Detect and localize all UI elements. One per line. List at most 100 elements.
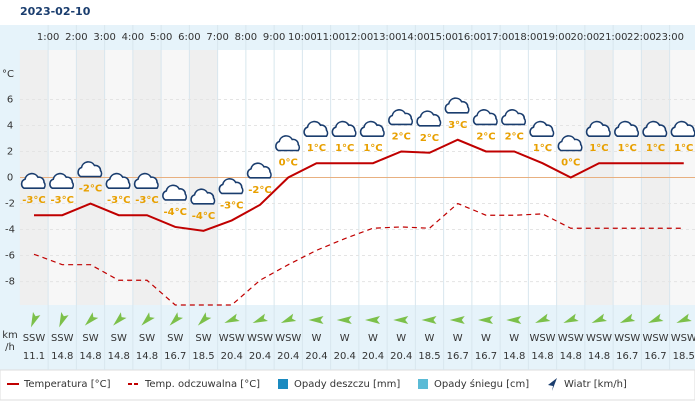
temp-label: 2°C xyxy=(392,131,411,142)
weather-icon xyxy=(501,109,527,126)
cloud xyxy=(416,110,442,127)
hour-label: 3:00 xyxy=(93,32,115,43)
temp-label: 1°C xyxy=(363,143,382,154)
temp-label: -4°C xyxy=(192,211,215,222)
y-tick-label: -8 xyxy=(5,277,15,288)
wind-arrow xyxy=(197,312,212,326)
wind-speed: 14.8 xyxy=(588,351,610,362)
wind-dir: WSW xyxy=(614,333,640,344)
cloud xyxy=(162,184,188,201)
wind-speed: 14.8 xyxy=(560,351,582,362)
arrow xyxy=(619,313,636,324)
wind-arrow xyxy=(591,313,607,324)
wind-arrow xyxy=(308,316,324,324)
weather-icon xyxy=(670,120,695,137)
weather-icon xyxy=(190,188,216,205)
legend-label: Temperatura [°C] xyxy=(23,379,111,390)
wind-dir: W xyxy=(425,333,435,344)
temp-line xyxy=(34,138,684,232)
wind-arrow xyxy=(365,316,380,324)
wind-dir: SSW xyxy=(23,333,46,344)
weather-icon xyxy=(642,120,668,137)
wind-speed: 20.4 xyxy=(362,351,384,362)
wind-arrow xyxy=(421,316,437,324)
wind-arrow xyxy=(141,312,155,326)
y-tick-label: 6 xyxy=(7,94,13,105)
cloud xyxy=(133,172,159,190)
wind-arrow xyxy=(169,312,184,326)
temp-label: -4°C xyxy=(164,207,187,218)
wind-dir: W xyxy=(396,333,406,344)
hour-label: 14:00 xyxy=(401,32,430,43)
legend-label: Wiatr [km/h] xyxy=(564,379,627,390)
y-tick-label: -4 xyxy=(5,225,15,236)
temp-line xyxy=(33,202,684,306)
cloud xyxy=(670,120,695,137)
temp-label: 0°C xyxy=(561,158,580,169)
cloud xyxy=(105,172,131,190)
weather-icon xyxy=(77,161,103,178)
wind-dir: W xyxy=(340,333,350,344)
wind-dir: SW xyxy=(82,333,98,344)
weather-icon xyxy=(472,109,498,126)
weather-icon xyxy=(133,172,159,190)
wind-dir: SW xyxy=(167,333,183,344)
wind-speed: 18.5 xyxy=(673,351,695,362)
temp-label: 2°C xyxy=(420,133,439,144)
wind-arrow xyxy=(563,313,579,324)
y-tick-label: 0 xyxy=(7,173,13,184)
cloud xyxy=(20,172,46,190)
y-tick-label: -2 xyxy=(5,199,15,210)
cloud xyxy=(246,162,272,179)
temp-label: -3°C xyxy=(107,195,130,206)
wind-arrow xyxy=(59,312,69,328)
temp-label: -3°C xyxy=(51,195,74,206)
wind-dir: W xyxy=(509,333,519,344)
temp-label: 1°C xyxy=(646,143,665,154)
temp-label: -3°C xyxy=(220,200,243,211)
wind-dir: SW xyxy=(195,333,211,344)
wind-speed: 14.8 xyxy=(503,351,525,362)
wind-unit: km/h xyxy=(2,330,18,353)
arrow xyxy=(648,313,664,324)
y-tick-label: 2 xyxy=(7,146,13,157)
wind-dir: SW xyxy=(111,333,127,344)
temp-label: 1°C xyxy=(307,143,326,154)
arrow xyxy=(30,312,41,328)
wind-arrow xyxy=(336,316,352,324)
arrow xyxy=(59,312,69,328)
hour-label: 21:00 xyxy=(599,32,628,43)
arrow xyxy=(506,316,522,324)
hour-label: 1:00 xyxy=(37,32,59,43)
wind-dir: WSW xyxy=(586,333,612,344)
arrow xyxy=(224,313,240,324)
wind-speed: 14.8 xyxy=(108,351,130,362)
wind-speed: 20.4 xyxy=(277,351,299,362)
wind-arrow xyxy=(224,313,240,324)
wind-arrow xyxy=(506,316,522,324)
y-tick-label: -6 xyxy=(5,251,15,262)
weather-icon xyxy=(416,110,442,127)
cloud xyxy=(585,120,611,137)
cloud xyxy=(614,120,640,137)
hour-label: 11:00 xyxy=(316,32,345,43)
arrow xyxy=(563,313,579,324)
wind-dir: W xyxy=(312,333,322,344)
temp-label: 1°C xyxy=(674,143,693,154)
hour-label: 13:00 xyxy=(373,32,402,43)
weather-icon xyxy=(388,109,414,126)
wind-speed: 14.8 xyxy=(51,351,73,362)
wind-speed: 20.4 xyxy=(221,351,243,362)
wind-speed: 16.7 xyxy=(616,351,638,362)
hour-label: 10:00 xyxy=(288,32,317,43)
cloud xyxy=(359,120,385,137)
wind-dir: WSW xyxy=(671,333,695,344)
temp-label: -2°C xyxy=(248,185,271,196)
arrow xyxy=(84,312,99,326)
weather-icon xyxy=(614,120,640,137)
wind-speed: 14.8 xyxy=(79,351,101,362)
hour-label: 18:00 xyxy=(514,32,543,43)
arrow xyxy=(421,316,437,324)
y-unit: °C xyxy=(2,69,14,80)
weather-icon xyxy=(20,172,46,190)
